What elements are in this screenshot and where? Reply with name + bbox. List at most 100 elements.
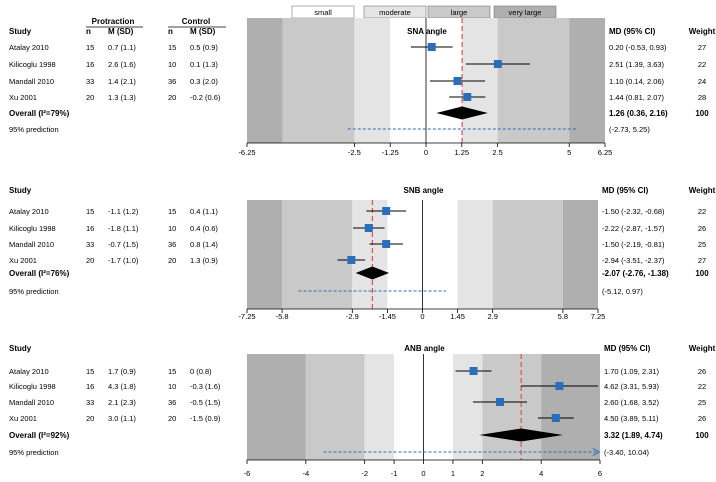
study-name: Xu 2001 [9, 414, 37, 423]
x-tick-label: 7.25 [591, 312, 606, 321]
header-md: MD (95% CI) [604, 344, 651, 353]
effect-zone-band [247, 18, 283, 143]
prediction-interval-text: (-5.12, 0.97) [602, 287, 643, 296]
study-weight: 25 [698, 240, 706, 249]
effect-zone-band [352, 200, 388, 309]
study-m2: 0.4 (1.1) [190, 207, 218, 216]
study-weight: 27 [698, 43, 706, 52]
x-tick-label: -5.8 [276, 312, 289, 321]
study-n2: 20 [168, 414, 176, 423]
overall-weight: 100 [695, 109, 709, 118]
study-m1: 2.1 (2.3) [108, 398, 136, 407]
header-weight: Weight [689, 344, 716, 353]
x-tick-label: 0 [424, 148, 428, 157]
study-effect-square [382, 240, 391, 248]
header-msd: M (SD) [190, 27, 216, 36]
study-n2: 36 [168, 77, 176, 86]
study-n1: 33 [86, 398, 94, 407]
panel-title: SNA angle [407, 27, 447, 36]
study-n2: 36 [168, 398, 176, 407]
study-md-ci: 4.62 (3.31, 5.93) [604, 382, 660, 391]
legend-label-moderate: moderate [379, 8, 411, 17]
study-weight: 28 [698, 93, 706, 102]
overall-label: Overall (I²=92%) [9, 431, 70, 440]
study-n1: 16 [86, 382, 94, 391]
prediction-interval-text: (-2.73, 5.25) [609, 125, 650, 134]
study-n1: 33 [86, 77, 94, 86]
x-tick-label: 5.8 [558, 312, 568, 321]
x-tick-label: 1.25 [454, 148, 469, 157]
x-tick-label: -2.5 [348, 148, 361, 157]
study-md-ci: 2.51 (1.39, 3.63) [609, 60, 665, 69]
x-tick-label: -6.25 [238, 148, 255, 157]
header-md: MD (95% CI) [602, 186, 649, 195]
study-name: Atalay 2010 [9, 367, 49, 376]
header-study: Study [9, 344, 32, 353]
overall-md-ci: 1.26 (0.36, 2.16) [609, 109, 668, 118]
study-m1: -0.7 (1.5) [108, 240, 139, 249]
header-control: Control [182, 17, 210, 26]
legend-label-very-large: very large [509, 8, 542, 17]
study-m2: -1.5 (0.9) [190, 414, 221, 423]
x-tick-label: -1 [391, 469, 398, 478]
study-name: Xu 2001 [9, 256, 37, 265]
overall-diamond [436, 106, 488, 120]
study-md-ci: 1.44 (0.81, 2.07) [609, 93, 665, 102]
overall-diamond [479, 428, 563, 442]
x-tick-label: -6 [244, 469, 251, 478]
study-effect-square [493, 60, 502, 68]
study-n2: 20 [168, 93, 176, 102]
legend-label-small: small [314, 8, 332, 17]
overall-md-ci: -2.07 (-2.76, -1.38) [602, 269, 669, 278]
effect-zone-band [452, 354, 483, 460]
forest-panel-3: ANB angle Study MD (95% CI) Weight Atalay 20… [9, 344, 716, 478]
study-n2: 20 [168, 256, 176, 265]
study-effect-square [427, 43, 436, 51]
study-n2: 36 [168, 240, 176, 249]
x-tick-label: -2 [361, 469, 368, 478]
study-m2: 0.1 (1.3) [190, 60, 218, 69]
study-name: Mandall 2010 [9, 398, 54, 407]
study-md-ci: 1.10 (0.14, 2.06) [609, 77, 665, 86]
study-n2: 15 [168, 207, 176, 216]
study-m2: 0 (0.8) [190, 367, 212, 376]
x-tick-label: 6 [598, 469, 602, 478]
study-m2: 1.3 (0.9) [190, 256, 218, 265]
x-tick-label: -2.9 [346, 312, 359, 321]
x-tick-label: 5 [567, 148, 571, 157]
header-md: MD (95% CI) [609, 27, 656, 36]
study-m1: -1.7 (1.0) [108, 256, 139, 265]
study-n2: 15 [168, 43, 176, 52]
effect-zone-band [562, 200, 598, 309]
study-n2: 10 [168, 382, 176, 391]
study-m1: 1.7 (0.9) [108, 367, 136, 376]
effect-zone-band [457, 200, 493, 309]
x-tick-label: 2 [480, 469, 484, 478]
study-n2: 10 [168, 224, 176, 233]
panel-title: ANB angle [404, 344, 445, 353]
effect-zone-band [354, 18, 391, 143]
study-md-ci: 0.20 (-0.53, 0.93) [609, 43, 667, 52]
study-n1: 20 [86, 256, 94, 265]
study-n1: 15 [86, 207, 94, 216]
overall-diamond [355, 266, 390, 280]
study-weight: 25 [698, 398, 706, 407]
study-m2: -0.2 (0.6) [190, 93, 221, 102]
study-weight: 22 [698, 382, 706, 391]
study-effect-square [364, 224, 373, 232]
study-effect-square [382, 207, 391, 215]
effect-zone-band [364, 354, 395, 460]
study-effect-square [495, 398, 504, 406]
study-n1: 15 [86, 43, 94, 52]
x-tick-label: 6.25 [598, 148, 613, 157]
overall-label: Overall (I²=79%) [9, 109, 70, 118]
effect-zone-band [569, 18, 605, 143]
header-study: Study [9, 186, 32, 195]
study-weight: 22 [698, 207, 706, 216]
x-tick-label: 1 [451, 469, 455, 478]
study-effect-square [453, 77, 462, 85]
study-name: Kilicoglu 1998 [9, 224, 56, 233]
study-m1: 1.4 (2.1) [108, 77, 136, 86]
study-md-ci: -2.94 (-3.51, -2.37) [602, 256, 665, 265]
